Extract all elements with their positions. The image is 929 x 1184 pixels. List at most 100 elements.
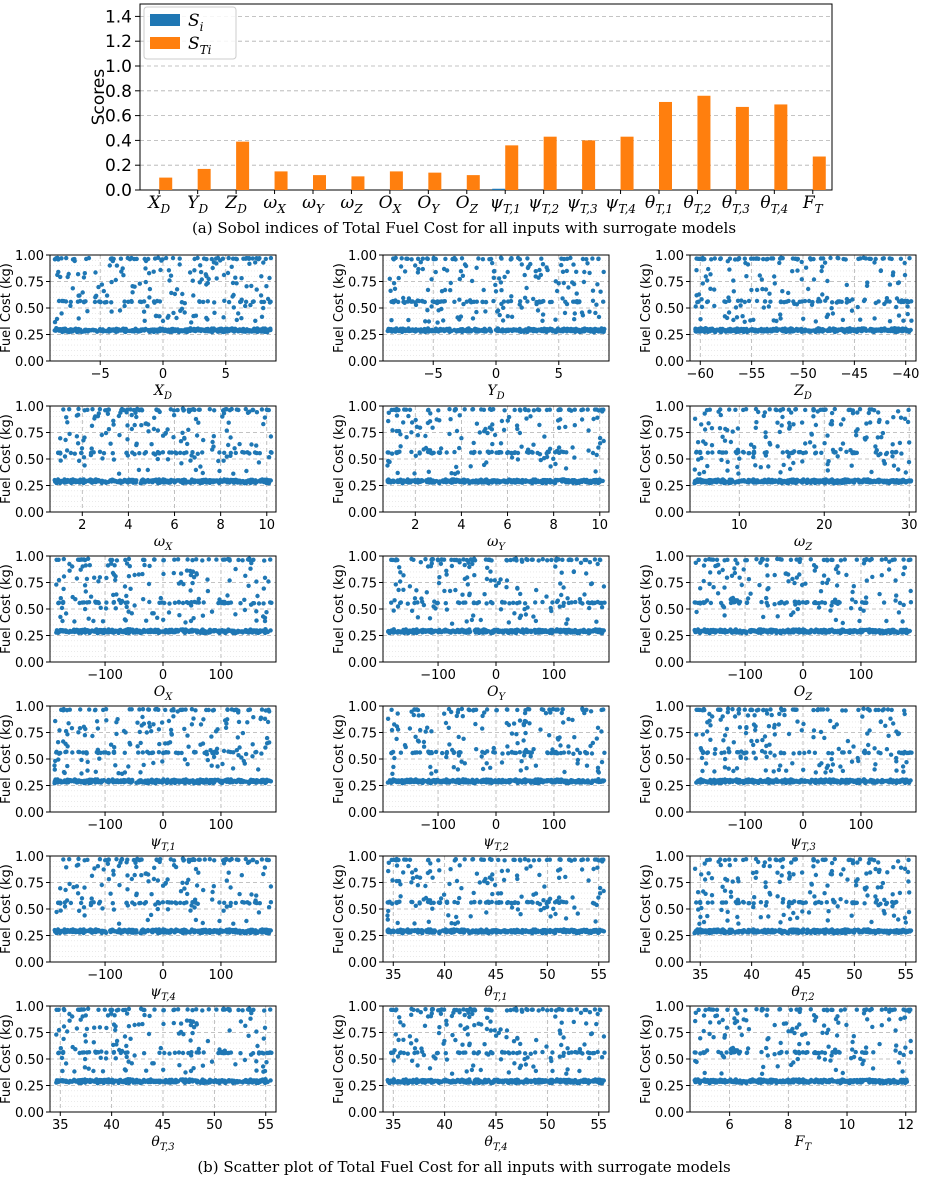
scatter-points (54, 556, 274, 636)
scatter-point (262, 558, 267, 563)
scatter-point (712, 303, 717, 309)
scatter-point (226, 299, 232, 305)
scatter-point (81, 557, 87, 562)
scatter-point (803, 265, 809, 270)
scatter-point (458, 269, 464, 274)
scatter-point (716, 409, 721, 414)
scatter-point (880, 479, 885, 484)
scatter-point (791, 460, 796, 466)
scatter-point (78, 450, 84, 456)
scatter-point (243, 299, 249, 304)
scatter-point (142, 451, 147, 456)
scatter-point (401, 295, 406, 301)
bar-xtick-label: XD (146, 193, 170, 216)
scatter-point (772, 281, 777, 286)
scatter-point (230, 294, 235, 299)
scatter-point (199, 277, 204, 282)
scatter-point (595, 561, 600, 567)
bar-ytick-label: 1.0 (105, 57, 132, 77)
scatter-point (577, 299, 582, 304)
scatter-point (447, 407, 452, 412)
scatter-point (544, 407, 550, 413)
scatter-point (488, 569, 493, 574)
scatter-point (70, 328, 76, 333)
scatter-point (815, 409, 820, 414)
scatter-point (254, 450, 259, 456)
scatter-point (778, 299, 784, 305)
scatter-point (414, 424, 420, 429)
scatter-point (89, 479, 94, 484)
scatter-point (172, 557, 177, 562)
scatter-point (705, 278, 710, 283)
scatter-point (180, 291, 185, 297)
scatter-point (579, 479, 585, 484)
scatter-point (736, 471, 741, 476)
scatter-point (67, 431, 72, 437)
scatter-point (526, 408, 531, 413)
scatter-point (134, 629, 139, 634)
scatter-point (484, 480, 489, 485)
scatter-point (757, 273, 762, 278)
scatter-y-axis-label: Fuel Cost (kg) (0, 414, 14, 504)
scatter-point (809, 432, 814, 437)
scatter-point (65, 420, 70, 425)
scatter-point (162, 600, 167, 606)
scatter-point (861, 255, 866, 260)
scatter-point (906, 459, 912, 465)
scatter-point (63, 415, 69, 420)
scatter-point (778, 407, 783, 413)
scatter-point (512, 450, 517, 456)
scatter-point (404, 327, 409, 332)
scatter-point (78, 298, 83, 304)
scatter-point (753, 425, 758, 430)
scatter-point (448, 280, 453, 286)
scatter-point (775, 420, 780, 425)
scatter-point (798, 449, 803, 455)
scatter-point (474, 327, 479, 332)
scatter-point (461, 301, 466, 307)
scatter-point (132, 572, 137, 578)
scatter-point (103, 480, 108, 485)
scatter-point (775, 444, 780, 449)
scatter-point (227, 578, 232, 583)
scatter-point (763, 430, 768, 435)
scatter-point (833, 478, 838, 484)
scatter-ytick-label: 0.00 (348, 656, 377, 671)
scatter-ytick-label: 0.25 (348, 630, 377, 645)
scatter-point (736, 256, 742, 261)
scatter-point (55, 255, 60, 261)
scatter-point (134, 478, 139, 483)
scatter-point (549, 299, 554, 305)
scatter-point (822, 260, 828, 265)
scatter-point (519, 262, 524, 267)
scatter-point (526, 264, 531, 269)
scatter-point (873, 444, 878, 449)
scatter-point (731, 317, 736, 323)
scatter-point (120, 266, 125, 271)
scatter-point (443, 256, 448, 262)
scatter-point (205, 329, 210, 334)
scatter-point (904, 479, 909, 484)
scatter-point (826, 459, 831, 464)
scatter-point (423, 319, 428, 324)
scatter-point (844, 282, 849, 288)
scatter-point (92, 299, 98, 305)
scatter-point (801, 316, 806, 321)
scatter-point (442, 588, 447, 594)
scatter-point (68, 303, 73, 308)
scatter-point (533, 480, 539, 485)
scatter-point (105, 563, 111, 568)
scatter-point (150, 611, 155, 616)
scatter-point (692, 467, 697, 472)
scatter-point (430, 425, 435, 430)
scatter-point (834, 300, 839, 305)
scatter-point (811, 414, 816, 419)
scatter-point (504, 578, 510, 583)
scatter-point (890, 449, 895, 455)
scatter-xtick-label: 10 (259, 518, 276, 533)
scatter-point (464, 619, 469, 624)
scatter-point (758, 465, 763, 470)
